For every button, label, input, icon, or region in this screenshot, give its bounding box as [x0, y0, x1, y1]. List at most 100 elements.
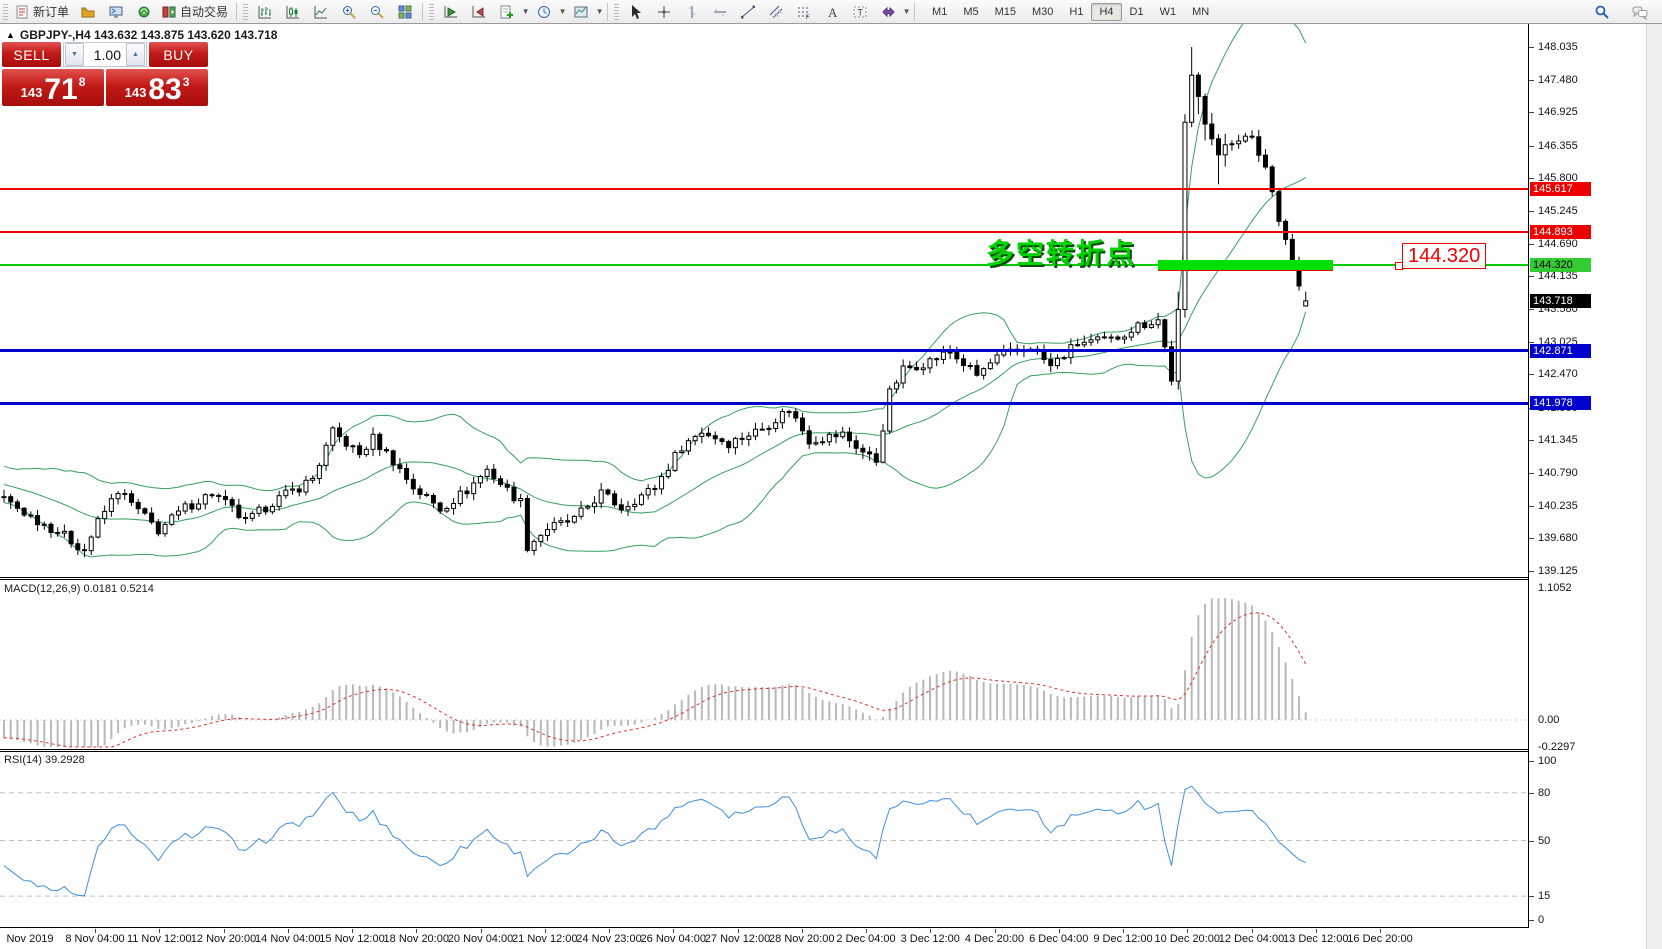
arrows-button[interactable]: [874, 1, 902, 23]
candlestick-chart-button[interactable]: [279, 1, 307, 23]
cursor-button[interactable]: [622, 1, 650, 23]
text-button[interactable]: A: [818, 1, 846, 23]
time-axis-label: 3 Dec 12:00: [900, 933, 960, 945]
search-icon: [1595, 5, 1609, 19]
time-tick: [866, 929, 867, 933]
toolbar: 新订单 自动交易 ▼ ▼ ▼ F A T ▼ M1 M5 M15 M30 H1 H4 D1 W1 MN: [0, 0, 1662, 24]
hline-144.320[interactable]: [0, 264, 1529, 267]
time-tick: [223, 929, 225, 933]
timeframe-w1[interactable]: W1: [1159, 5, 1177, 18]
periods-button[interactable]: [530, 1, 558, 23]
main-macd-divider[interactable]: [0, 577, 1529, 578]
periods-button-icon: [538, 5, 551, 18]
time-tick: [416, 929, 418, 933]
sell-button[interactable]: SELL: [2, 42, 61, 67]
time-axis-label: 21 Nov 12:00: [512, 933, 578, 945]
indicators-button-dropdown[interactable]: ▼: [521, 7, 530, 16]
volume-increase-button[interactable]: ▲: [126, 43, 145, 66]
chat-button[interactable]: [1626, 1, 1654, 23]
timeframe-h1[interactable]: H1: [1069, 5, 1084, 18]
zoom-out-button[interactable]: [363, 1, 391, 23]
periods-button-dropdown[interactable]: ▼: [558, 7, 567, 16]
horizontal-line-button[interactable]: [706, 1, 734, 23]
timeframe-m1[interactable]: M1: [932, 5, 948, 18]
time-tick: [95, 929, 96, 933]
price-tick: [1529, 440, 1534, 442]
collapse-triangle-icon[interactable]: ▲: [6, 30, 15, 40]
main-chart-canvas[interactable]: [0, 24, 1529, 578]
price-tick-label: 144.135: [1538, 270, 1578, 283]
time-tick: [737, 929, 739, 933]
new-order-button[interactable]: 新订单: [11, 1, 74, 23]
svg-text:F: F: [806, 15, 810, 20]
buy-button[interactable]: BUY: [149, 42, 208, 67]
price-level-anchor[interactable]: [1395, 262, 1403, 270]
equidistant-channel-button[interactable]: [762, 1, 790, 23]
indicators-button[interactable]: [493, 1, 521, 23]
time-axis-label: 10 Dec 20:00: [1154, 933, 1220, 945]
trendline-button[interactable]: [734, 1, 762, 23]
volume-box: ▼ 1.00 ▲: [63, 42, 147, 67]
strategy-tester-button[interactable]: [130, 1, 158, 23]
price-tick: [1529, 538, 1534, 540]
time-axis-label: 11 Nov 12:00: [126, 933, 192, 945]
hline-142.871[interactable]: [0, 349, 1529, 353]
autotrading-button[interactable]: 自动交易: [158, 1, 233, 23]
profiles-button[interactable]: [74, 1, 102, 23]
tile-windows-button[interactable]: [391, 1, 419, 23]
time-tick: [544, 929, 546, 933]
timeframe-m30[interactable]: M30: [1032, 5, 1054, 18]
volume-value[interactable]: 1.00: [93, 46, 121, 63]
text-label-button[interactable]: T: [846, 1, 874, 23]
time-axis-label: 8 Nov 04:00: [65, 933, 125, 945]
time-axis-label: 24 Nov 23:00: [576, 933, 642, 945]
time-axis-label: 13 Dec 12:00: [1283, 933, 1349, 945]
price-tick-label: 140.790: [1538, 467, 1578, 480]
time-tick: [1251, 929, 1253, 933]
time-tick: [1187, 929, 1189, 933]
terminal-button[interactable]: [102, 1, 130, 23]
timeframe-mn[interactable]: MN: [1192, 5, 1210, 18]
crosshair-button[interactable]: [650, 1, 678, 23]
time-axis-label: 4 Dec 20:00: [964, 933, 1025, 945]
highlighted-trendline-segment[interactable]: [1158, 260, 1333, 272]
arrows-button-dropdown[interactable]: ▼: [902, 7, 911, 16]
rsi-axis-tick: [1529, 920, 1534, 921]
rsi-axis-tick: [1529, 896, 1534, 898]
hline-145.617[interactable]: [0, 188, 1529, 191]
hline-141.978[interactable]: [0, 401, 1529, 405]
timeframe-d1[interactable]: D1: [1129, 5, 1144, 18]
templates-button-dropdown[interactable]: ▼: [595, 7, 604, 16]
timeframe-h4[interactable]: H4: [1091, 2, 1122, 21]
price-tick-label: 145.245: [1538, 205, 1578, 218]
templates-button[interactable]: [567, 1, 595, 23]
price-tick: [1529, 505, 1534, 507]
bar-chart-button[interactable]: [251, 1, 279, 23]
volume-decrease-button[interactable]: ▼: [65, 43, 84, 66]
price-level-label[interactable]: 144.320: [1402, 243, 1487, 269]
hline-144.893[interactable]: [0, 230, 1529, 233]
auto-scroll-button[interactable]: [437, 1, 465, 23]
rsi-panel-canvas[interactable]: [0, 752, 1529, 927]
price-tick-label: 139.125: [1538, 564, 1578, 577]
sell-price-sup: 8: [78, 75, 86, 89]
turning-point-annotation[interactable]: 多空转折点: [986, 238, 1137, 269]
chart-shift-button[interactable]: [465, 1, 493, 23]
search-button[interactable]: [1588, 1, 1616, 23]
timeframe-m5[interactable]: M5: [963, 5, 979, 18]
price-axis[interactable]: 148.035 147.480 146.925 146.355 145.800 145.2…: [1529, 24, 1646, 949]
vertical-line-button[interactable]: [678, 1, 706, 23]
zoom-in-button[interactable]: [335, 1, 363, 23]
macd-rsi-divider[interactable]: [0, 749, 1529, 750]
timeframe-m15[interactable]: M15: [994, 5, 1016, 18]
rsi-axis-label: 0: [1538, 914, 1545, 926]
zoom-in-button-icon: [343, 5, 356, 19]
time-axis-label: 15 Nov 12:00: [319, 933, 385, 945]
line-chart-button[interactable]: [307, 1, 335, 23]
buy-price[interactable]: 143 83 3: [106, 69, 208, 106]
macd-panel-canvas[interactable]: [0, 581, 1529, 749]
macd-axis-label: 1.1052: [1538, 582, 1572, 595]
fibonacci-button[interactable]: F: [790, 1, 818, 23]
sell-price[interactable]: 143 71 8: [2, 69, 104, 106]
